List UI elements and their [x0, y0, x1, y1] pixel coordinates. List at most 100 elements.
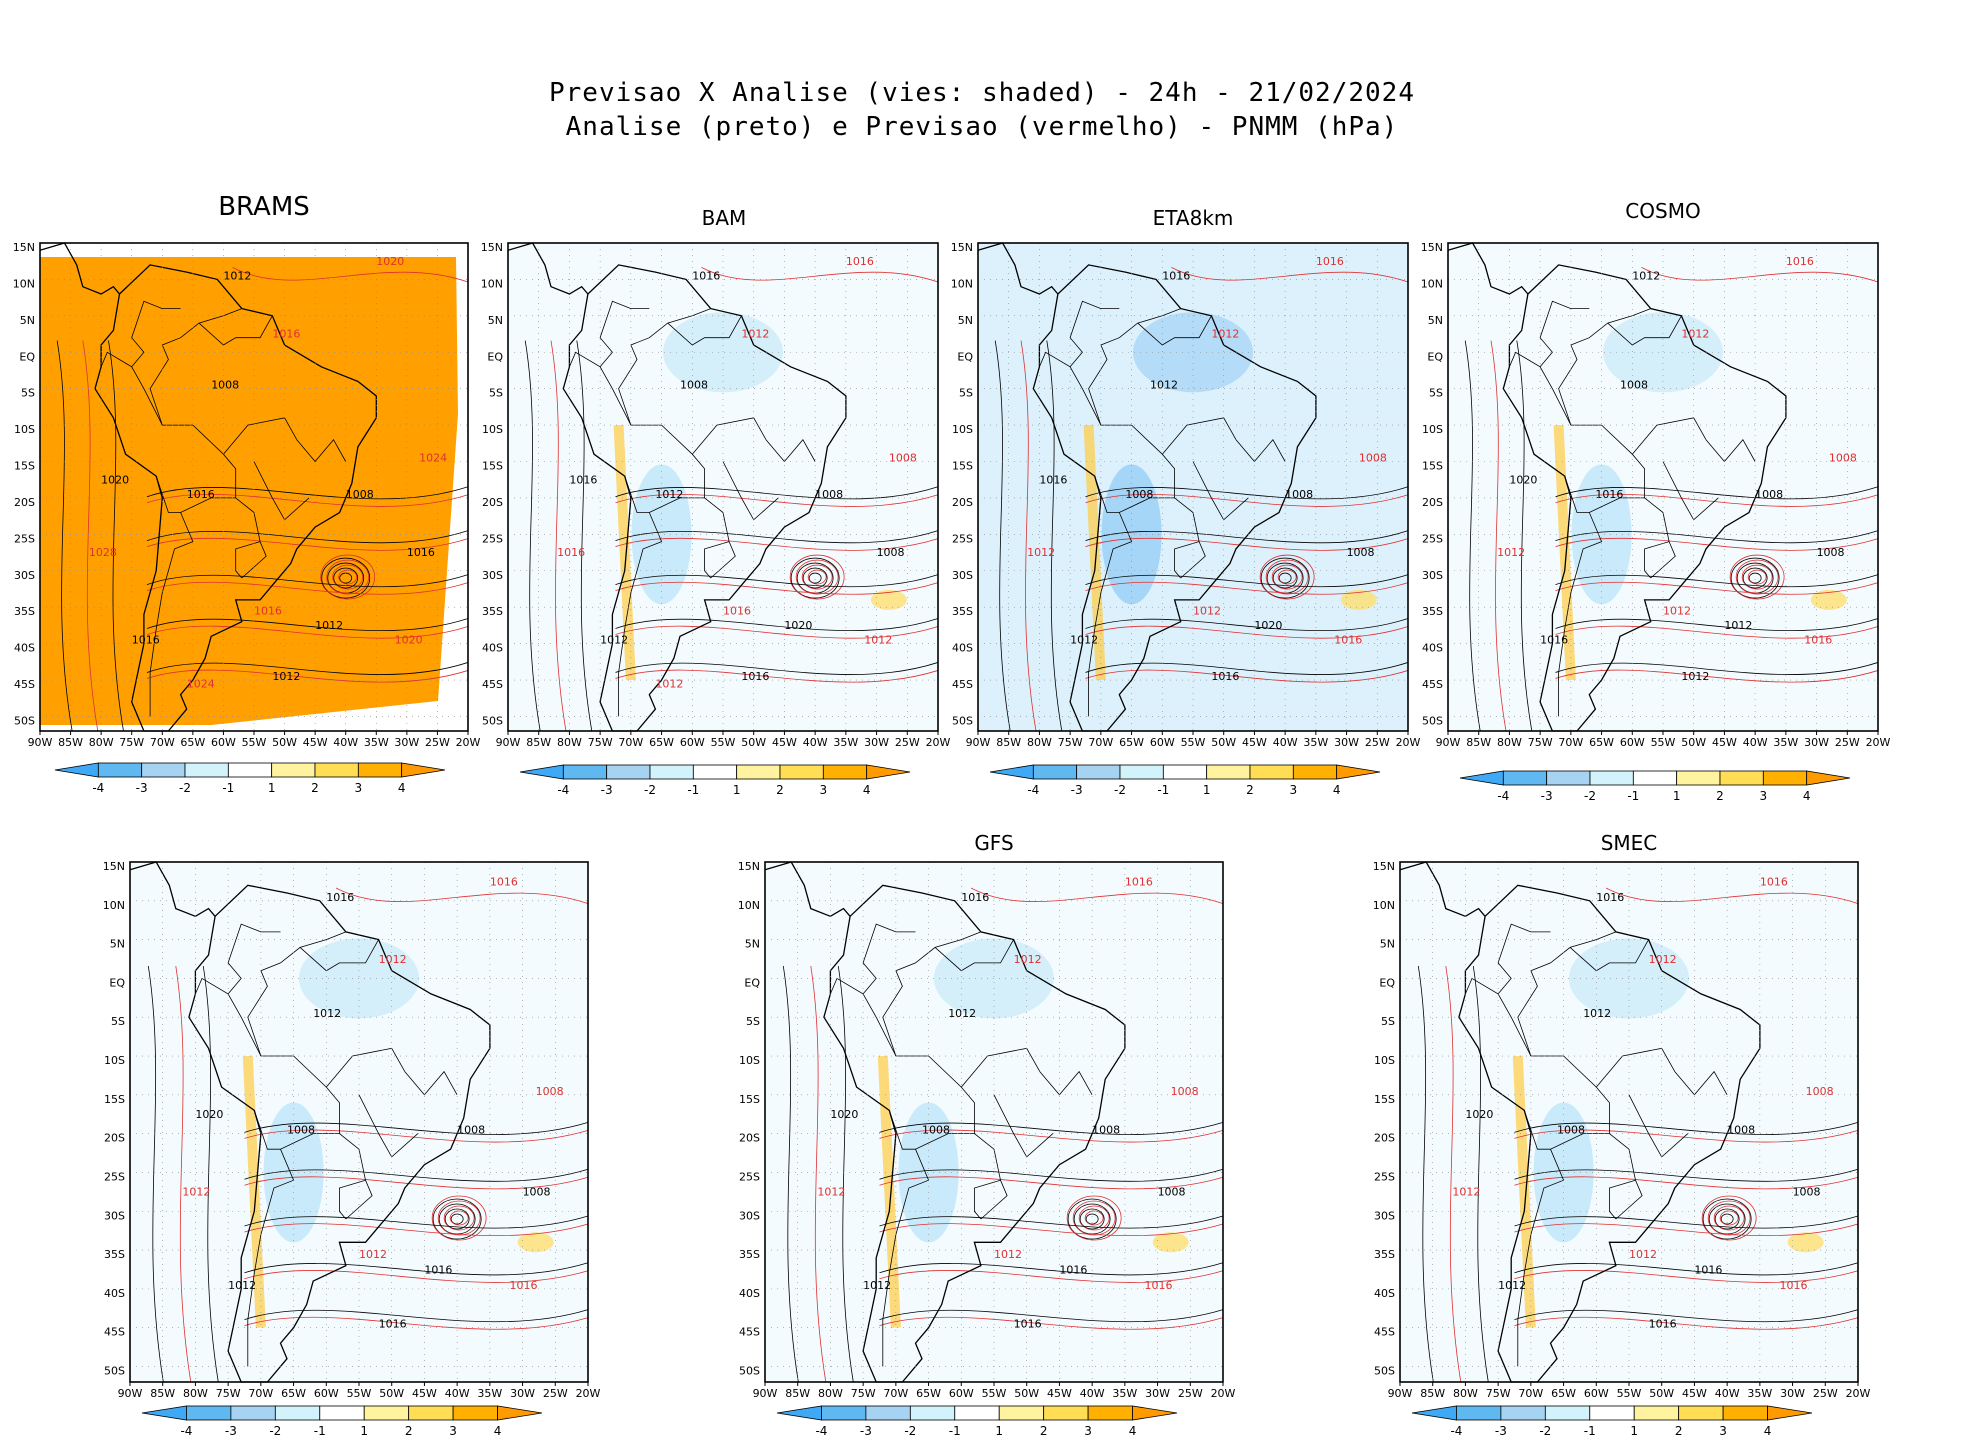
x-tick-label: 25W: [1178, 1387, 1203, 1400]
isobar-label-analysis: 1016: [1059, 1263, 1087, 1276]
isobar-analysis: [146, 574, 469, 588]
map-panel-2: BAM 1016 1008 1012 1016 1020 1008 1012 1016 1008 1…: [481, 206, 951, 797]
isobar-forecast: [320, 554, 376, 600]
x-tick-label: 35W: [833, 736, 858, 749]
country-border: [1088, 308, 1181, 426]
x-tick-label: 55W: [347, 1387, 372, 1400]
country-border: [296, 439, 347, 463]
isobar-label-forecast: 1016: [723, 604, 751, 617]
isobar-label-analysis: 1020: [195, 1108, 223, 1121]
isobar-label-forecast: 1008: [1171, 1085, 1199, 1098]
isobar-label-analysis: 1008: [1557, 1124, 1585, 1137]
isobar-label-forecast: 1012: [182, 1186, 210, 1199]
colorbar-label: 2: [776, 783, 784, 797]
colorbar-label: 3: [1760, 789, 1768, 803]
bias-negative: [898, 1102, 959, 1243]
isobar-label-analysis: 1012: [655, 488, 683, 501]
y-tick-label: 45S: [14, 678, 35, 691]
country-border: [882, 931, 982, 1057]
isobar-pacific: [810, 965, 827, 1383]
isobar-label-analysis: 1016: [1039, 473, 1067, 486]
colorbar-swatch: [357, 762, 403, 778]
isobar-analysis: [1067, 1198, 1117, 1240]
country-border: [1609, 1133, 1636, 1220]
colorbar-label: 1: [1673, 789, 1681, 803]
colorbar-swatch: [1719, 770, 1764, 786]
isobar-forecast: [338, 569, 358, 585]
y-tick-label: 10S: [104, 1054, 125, 1067]
isobar-label-analysis: 1008: [211, 379, 239, 392]
colorbar-label: 3: [1084, 1424, 1092, 1436]
country-border: [691, 417, 767, 455]
isobar-forecast: [1719, 1210, 1739, 1226]
isobar-label-analysis: 1016: [407, 546, 435, 559]
isobar-label-analysis: 1008: [1755, 488, 1783, 501]
isobar-forecast: [615, 493, 939, 507]
y-tick-label: 10N: [1373, 899, 1395, 912]
colorbar-arrow-low: [1459, 770, 1504, 786]
y-tick-label: 20S: [1422, 496, 1443, 509]
isobar-forecast: [431, 1195, 487, 1241]
colorbar-label: 4: [398, 781, 406, 795]
isobar-pacific: [524, 340, 541, 732]
colorbar-swatch: [649, 764, 694, 780]
isobar-label-analysis: 1012: [223, 269, 251, 282]
isobar-analysis: [1555, 662, 1879, 675]
isobar-label-forecast: 1016: [1786, 255, 1814, 268]
isobar-forecast: [795, 559, 839, 595]
x-tick-label: 75W: [1486, 1387, 1511, 1400]
x-tick-label: 90W: [118, 1387, 143, 1400]
colorbar-label: -4: [1027, 783, 1039, 797]
y-tick-label: 50S: [104, 1364, 125, 1377]
isobar-label-forecast: 1028: [89, 546, 117, 559]
x-tick-label: 40W: [445, 1387, 470, 1400]
country-border: [131, 300, 181, 368]
isobar-analysis: [450, 1213, 464, 1225]
isobar-forecast: [1514, 1270, 1859, 1283]
panel-title: ETA8km: [1153, 206, 1234, 230]
y-tick-label: 35S: [104, 1248, 125, 1261]
colorbar-label: 4: [1129, 1424, 1137, 1436]
isobar-analysis: [244, 1262, 589, 1276]
x-tick-label: 80W: [557, 736, 582, 749]
country-border: [974, 1133, 1001, 1220]
x-tick-label: 85W: [1466, 736, 1491, 749]
isobar-label-forecast: 1016: [1804, 634, 1832, 647]
country-border: [149, 512, 194, 717]
y-tick-label: 50S: [482, 714, 503, 727]
x-tick-label: 20W: [576, 1387, 601, 1400]
x-tick-label: 70W: [1088, 736, 1113, 749]
isobar-forecast: [1741, 564, 1773, 590]
x-tick-label: 40W: [1273, 736, 1298, 749]
country-border: [149, 308, 242, 426]
isobar-label-analysis: 1008: [1793, 1186, 1821, 1199]
isobar-pacific: [1464, 340, 1481, 732]
isobar-label-forecast: 1016: [557, 546, 585, 559]
colorbar-swatch: [319, 1405, 365, 1421]
colorbar-swatch: [1292, 764, 1338, 780]
colorbar-swatch: [186, 1405, 232, 1421]
x-tick-label: 30W: [864, 736, 889, 749]
isobar-label-analysis: 1020: [1465, 1108, 1493, 1121]
isobar-forecast: [879, 1316, 1224, 1330]
y-tick-label: 5S: [111, 1015, 125, 1028]
isobar-pacific: [1046, 340, 1063, 732]
isobar-label-forecast: 1016: [1144, 1279, 1172, 1292]
isobar-label-analysis: 1020: [830, 1108, 858, 1121]
isobar-label-forecast: 1016: [1760, 875, 1788, 888]
isobar-analysis: [1742, 567, 1768, 589]
colorbar-label: 1: [360, 1424, 368, 1436]
y-tick-label: 35S: [1374, 1248, 1395, 1261]
y-tick-label: 20S: [952, 496, 973, 509]
isobar-forecast: [1085, 625, 1409, 639]
y-tick-label: 10S: [482, 423, 503, 436]
isobar-forecast: [1265, 559, 1309, 595]
x-tick-label: 80W: [818, 1387, 843, 1400]
map-background: [1448, 243, 1878, 731]
colorbar-label: 3: [449, 1424, 457, 1436]
x-tick-label: 20W: [1866, 736, 1891, 749]
y-tick-label: 15N: [103, 860, 125, 873]
country-border: [1569, 939, 1649, 972]
x-tick-label: 60W: [314, 1387, 339, 1400]
y-tick-label: 35S: [1422, 605, 1443, 618]
